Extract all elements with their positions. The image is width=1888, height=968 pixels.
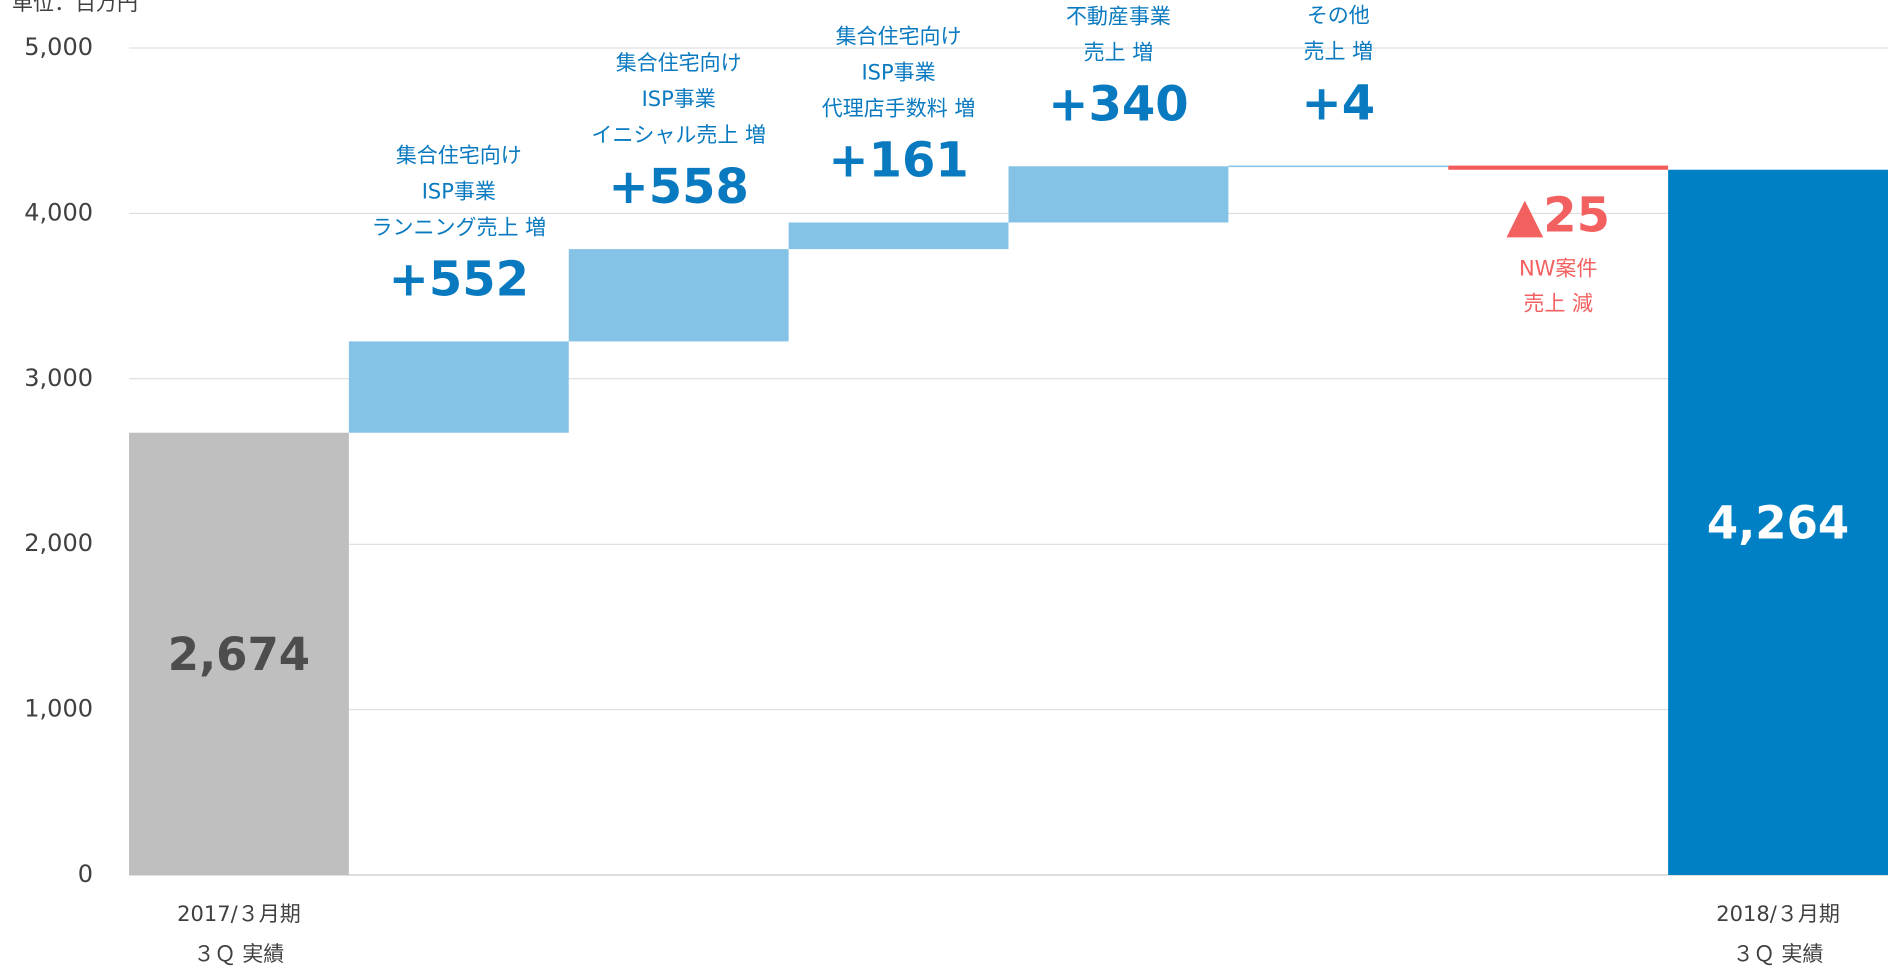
total-label: 2,674 xyxy=(168,628,310,681)
delta-label: +340 xyxy=(1048,76,1188,132)
category-label: 集合住宅向け xyxy=(616,51,742,75)
category-label: その他 xyxy=(1307,4,1370,28)
delta-label: ▲25 xyxy=(1506,188,1610,244)
y-tick-label: 4,000 xyxy=(24,198,93,226)
unit-label: 単位：百万円 xyxy=(12,0,138,15)
category-label: 不動産事業 xyxy=(1066,4,1171,28)
delta-bar xyxy=(788,222,1009,250)
y-tick-label: 5,000 xyxy=(24,33,93,61)
y-tick-label: 0 xyxy=(78,860,93,888)
category-label: ISP事業 xyxy=(642,87,716,111)
category-label: 売上 増 xyxy=(1084,40,1154,64)
category-label: 集合住宅向け xyxy=(836,24,962,48)
total-bar xyxy=(129,432,349,875)
category-label: NW案件 xyxy=(1519,257,1597,281)
x-tick-label: ３Ｑ 実績 xyxy=(194,942,285,966)
delta-bar xyxy=(568,249,789,342)
x-tick-label: ３Ｑ 実績 xyxy=(1733,942,1824,966)
total-label: 4,264 xyxy=(1707,496,1849,549)
y-tick-label: 2,000 xyxy=(24,529,93,557)
y-tick-label: 3,000 xyxy=(24,364,93,392)
category-label: ランニング売上 増 xyxy=(371,215,546,239)
y-tick-label: 1,000 xyxy=(24,695,93,723)
total-bar xyxy=(1668,169,1888,876)
delta-bar xyxy=(348,341,569,433)
delta-bar xyxy=(1228,165,1449,168)
delta-label: +552 xyxy=(389,251,529,307)
category-label: イニシャル売上 増 xyxy=(591,123,766,147)
delta-bar xyxy=(1448,165,1669,170)
category-label: 売上 減 xyxy=(1523,292,1593,316)
category-label: ISP事業 xyxy=(861,60,935,84)
category-label: 売上 増 xyxy=(1303,40,1373,64)
delta-label: +161 xyxy=(828,132,968,188)
x-tick-label: 2017/３月期 xyxy=(177,902,301,926)
category-label: 集合住宅向け xyxy=(396,143,522,167)
category-label: 代理店手数料 増 xyxy=(822,96,976,120)
x-tick-label: 2018/３月期 xyxy=(1716,902,1840,926)
delta-bar xyxy=(1008,166,1229,223)
delta-label: +558 xyxy=(608,159,748,215)
category-label: ISP事業 xyxy=(422,179,496,203)
delta-label: +4 xyxy=(1302,76,1376,132)
